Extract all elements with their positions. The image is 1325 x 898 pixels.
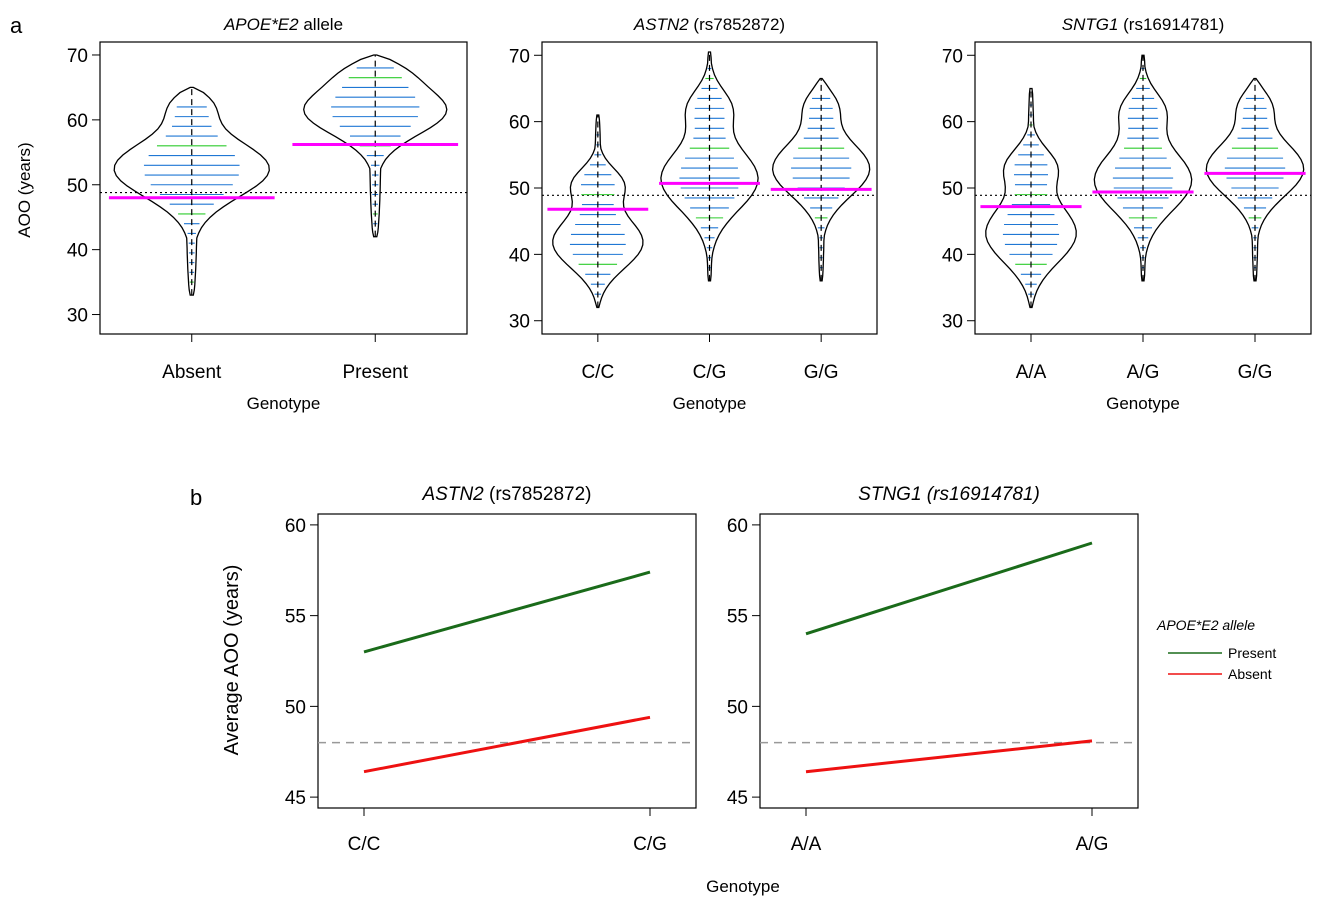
y-tick-label: 60 xyxy=(285,516,306,537)
y-tick-label: 45 xyxy=(727,788,748,809)
y-tick-label: 70 xyxy=(67,46,88,67)
y-tick-label: 50 xyxy=(285,697,306,718)
y-tick-label: 60 xyxy=(67,111,88,132)
charts: APOE*E2 allele 30 40 50 60 70 Absent Present Gen… xyxy=(67,15,1312,855)
plot-frame xyxy=(317,513,697,809)
violin-shape xyxy=(660,51,759,282)
panel-b-xlabel: Genotype xyxy=(706,877,780,896)
chart-title-rest: (rs16914781) xyxy=(1118,15,1224,34)
y-tick-label: 30 xyxy=(509,312,530,333)
chart-title-rest: allele xyxy=(299,15,343,34)
chart-title: ASTN2 (rs7852872) xyxy=(422,484,592,505)
y-tick-label: 60 xyxy=(509,113,530,134)
chart-title: ASTN2 (rs7852872) xyxy=(633,15,785,34)
y-tick-label: 30 xyxy=(67,306,88,327)
plot-frame xyxy=(99,41,468,335)
violin-shape xyxy=(985,87,1077,309)
y-tick-label: 50 xyxy=(942,179,963,200)
y-tick-label: 60 xyxy=(942,113,963,134)
violin-shape xyxy=(113,86,270,296)
violin-shape xyxy=(1205,77,1305,282)
panel-a-ylabel: AOO (years) xyxy=(15,142,34,237)
y-tick-label: 55 xyxy=(285,607,306,628)
legend: APOE*E2 allele Present Absent xyxy=(1156,617,1276,682)
violin-shape xyxy=(303,54,448,238)
x-tick-label: C/G xyxy=(693,362,727,383)
y-tick-label: 40 xyxy=(509,245,530,266)
y-tick-label: 70 xyxy=(942,46,963,67)
y-tick-label: 50 xyxy=(67,176,88,197)
panel-b-ylabel: Average AOO (years) xyxy=(221,565,243,756)
chart-title: STNG1 (rs16914781) xyxy=(858,484,1040,505)
series-line-absent xyxy=(363,715,651,774)
series-line-present xyxy=(363,570,651,654)
x-tick-label: C/G xyxy=(633,834,667,855)
chart-title: SNTG1 (rs16914781) xyxy=(1062,15,1225,34)
chart-title-italic: ASTN2 xyxy=(422,484,485,505)
x-tick-label: C/C xyxy=(348,834,381,855)
chart-title-rest: (rs7852872) xyxy=(484,484,592,505)
panel-label-a: a xyxy=(10,13,23,38)
x-tick-label: Present xyxy=(343,362,409,383)
legend-label: Absent xyxy=(1228,666,1272,682)
violin-panel-2: ASTN2 (rs7852872) 30 40 50 60 70 C/C C/G G/G Geno… xyxy=(509,15,878,413)
chart-title-italic: APOE*E2 xyxy=(223,15,299,34)
y-tick-label: 50 xyxy=(509,179,530,200)
violin-shape xyxy=(552,114,644,309)
plot-frame xyxy=(759,513,1139,809)
series-line-present xyxy=(805,541,1093,636)
chart-title: APOE*E2 allele xyxy=(223,15,343,34)
panel-label-b: b xyxy=(190,485,202,510)
x-tick-label: A/A xyxy=(791,834,822,855)
y-tick-label: 40 xyxy=(67,241,88,262)
chart-title-italic: ASTN2 xyxy=(633,15,689,34)
y-tick-label: 70 xyxy=(509,46,530,67)
chart-title-italic: SNTG1 xyxy=(1062,15,1119,34)
x-tick-label: A/G xyxy=(1127,362,1160,383)
line-panel-2: STNG1 (rs16914781) 45 50 55 60 A/A A/G xyxy=(727,484,1139,855)
y-tick-label: 60 xyxy=(727,516,748,537)
y-tick-label: 45 xyxy=(285,788,306,809)
line-panel-1: ASTN2 (rs7852872) 45 50 55 60 C/C C/G xyxy=(285,484,697,855)
violin-panel-3: SNTG1 (rs16914781) 30 40 50 60 70 A/A A/G G/G Gen… xyxy=(942,15,1312,413)
x-tick-label: A/G xyxy=(1076,834,1109,855)
legend-title: APOE*E2 allele xyxy=(1156,617,1255,633)
y-tick-label: 40 xyxy=(942,245,963,266)
x-tick-label: G/G xyxy=(804,362,839,383)
legend-label: Present xyxy=(1228,645,1276,661)
violin-panel-1: APOE*E2 allele 30 40 50 60 70 Absent Present Gen… xyxy=(67,15,468,413)
y-tick-label: 30 xyxy=(942,312,963,333)
y-tick-label: 55 xyxy=(727,607,748,628)
chart-title-italic: STNG1 (rs16914781) xyxy=(858,484,1040,505)
x-tick-label: C/C xyxy=(581,362,614,383)
x-tick-label: Absent xyxy=(162,362,222,383)
x-tick-label: G/G xyxy=(1238,362,1273,383)
x-axis-label: Genotype xyxy=(247,394,321,413)
x-tick-label: A/A xyxy=(1016,362,1047,383)
x-axis-label: Genotype xyxy=(673,394,747,413)
violin-shape xyxy=(771,77,871,282)
chart-title-rest: (rs7852872) xyxy=(689,15,785,34)
violin-shape xyxy=(1093,54,1193,282)
x-axis-label: Genotype xyxy=(1106,394,1180,413)
series-line-absent xyxy=(805,739,1093,774)
y-tick-label: 50 xyxy=(727,697,748,718)
